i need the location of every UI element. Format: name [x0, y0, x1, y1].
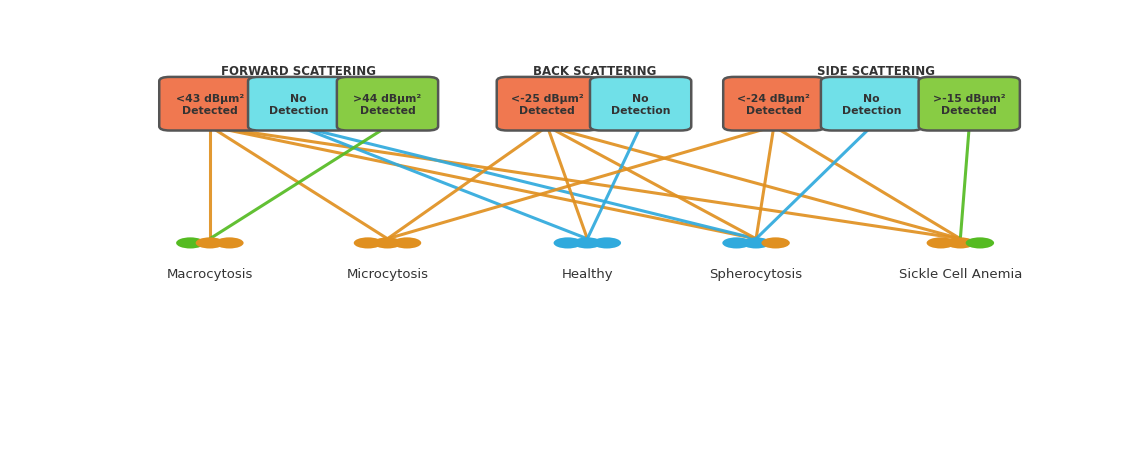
FancyBboxPatch shape [159, 78, 260, 131]
Text: No
Detection: No Detection [611, 94, 670, 115]
Text: BACK SCATTERING: BACK SCATTERING [533, 64, 657, 78]
Text: FORWARD SCATTERING: FORWARD SCATTERING [221, 64, 376, 78]
Circle shape [592, 238, 621, 249]
Circle shape [966, 238, 994, 249]
Circle shape [196, 238, 225, 249]
FancyBboxPatch shape [590, 78, 691, 131]
Circle shape [176, 238, 204, 249]
FancyBboxPatch shape [248, 78, 350, 131]
Text: Healthy: Healthy [562, 268, 613, 281]
FancyBboxPatch shape [723, 78, 824, 131]
Text: Macrocytosis: Macrocytosis [166, 268, 253, 281]
Circle shape [554, 238, 582, 249]
Text: <-24 dBμm²
Detected: <-24 dBμm² Detected [737, 94, 810, 115]
Text: Spherocytosis: Spherocytosis [709, 268, 802, 281]
Text: <-25 dBμm²
Detected: <-25 dBμm² Detected [511, 94, 583, 115]
FancyBboxPatch shape [919, 78, 1020, 131]
FancyBboxPatch shape [337, 78, 438, 131]
FancyBboxPatch shape [496, 78, 598, 131]
Circle shape [393, 238, 422, 249]
Circle shape [722, 238, 751, 249]
Text: No
Detection: No Detection [842, 94, 901, 115]
Text: >44 dBμm²
Detected: >44 dBμm² Detected [353, 94, 422, 115]
Circle shape [947, 238, 974, 249]
FancyBboxPatch shape [821, 78, 923, 131]
Text: SIDE SCATTERING: SIDE SCATTERING [817, 64, 935, 78]
Circle shape [573, 238, 602, 249]
Text: No
Detection: No Detection [269, 94, 329, 115]
Text: Sickle Cell Anemia: Sickle Cell Anemia [898, 268, 1022, 281]
Circle shape [927, 238, 955, 249]
Circle shape [215, 238, 244, 249]
Text: Microcytosis: Microcytosis [346, 268, 429, 281]
Circle shape [761, 238, 790, 249]
Text: >-15 dBμm²
Detected: >-15 dBμm² Detected [933, 94, 1005, 115]
Text: <43 dBμm²
Detected: <43 dBμm² Detected [175, 94, 244, 115]
Circle shape [354, 238, 382, 249]
Circle shape [741, 238, 770, 249]
Circle shape [374, 238, 402, 249]
